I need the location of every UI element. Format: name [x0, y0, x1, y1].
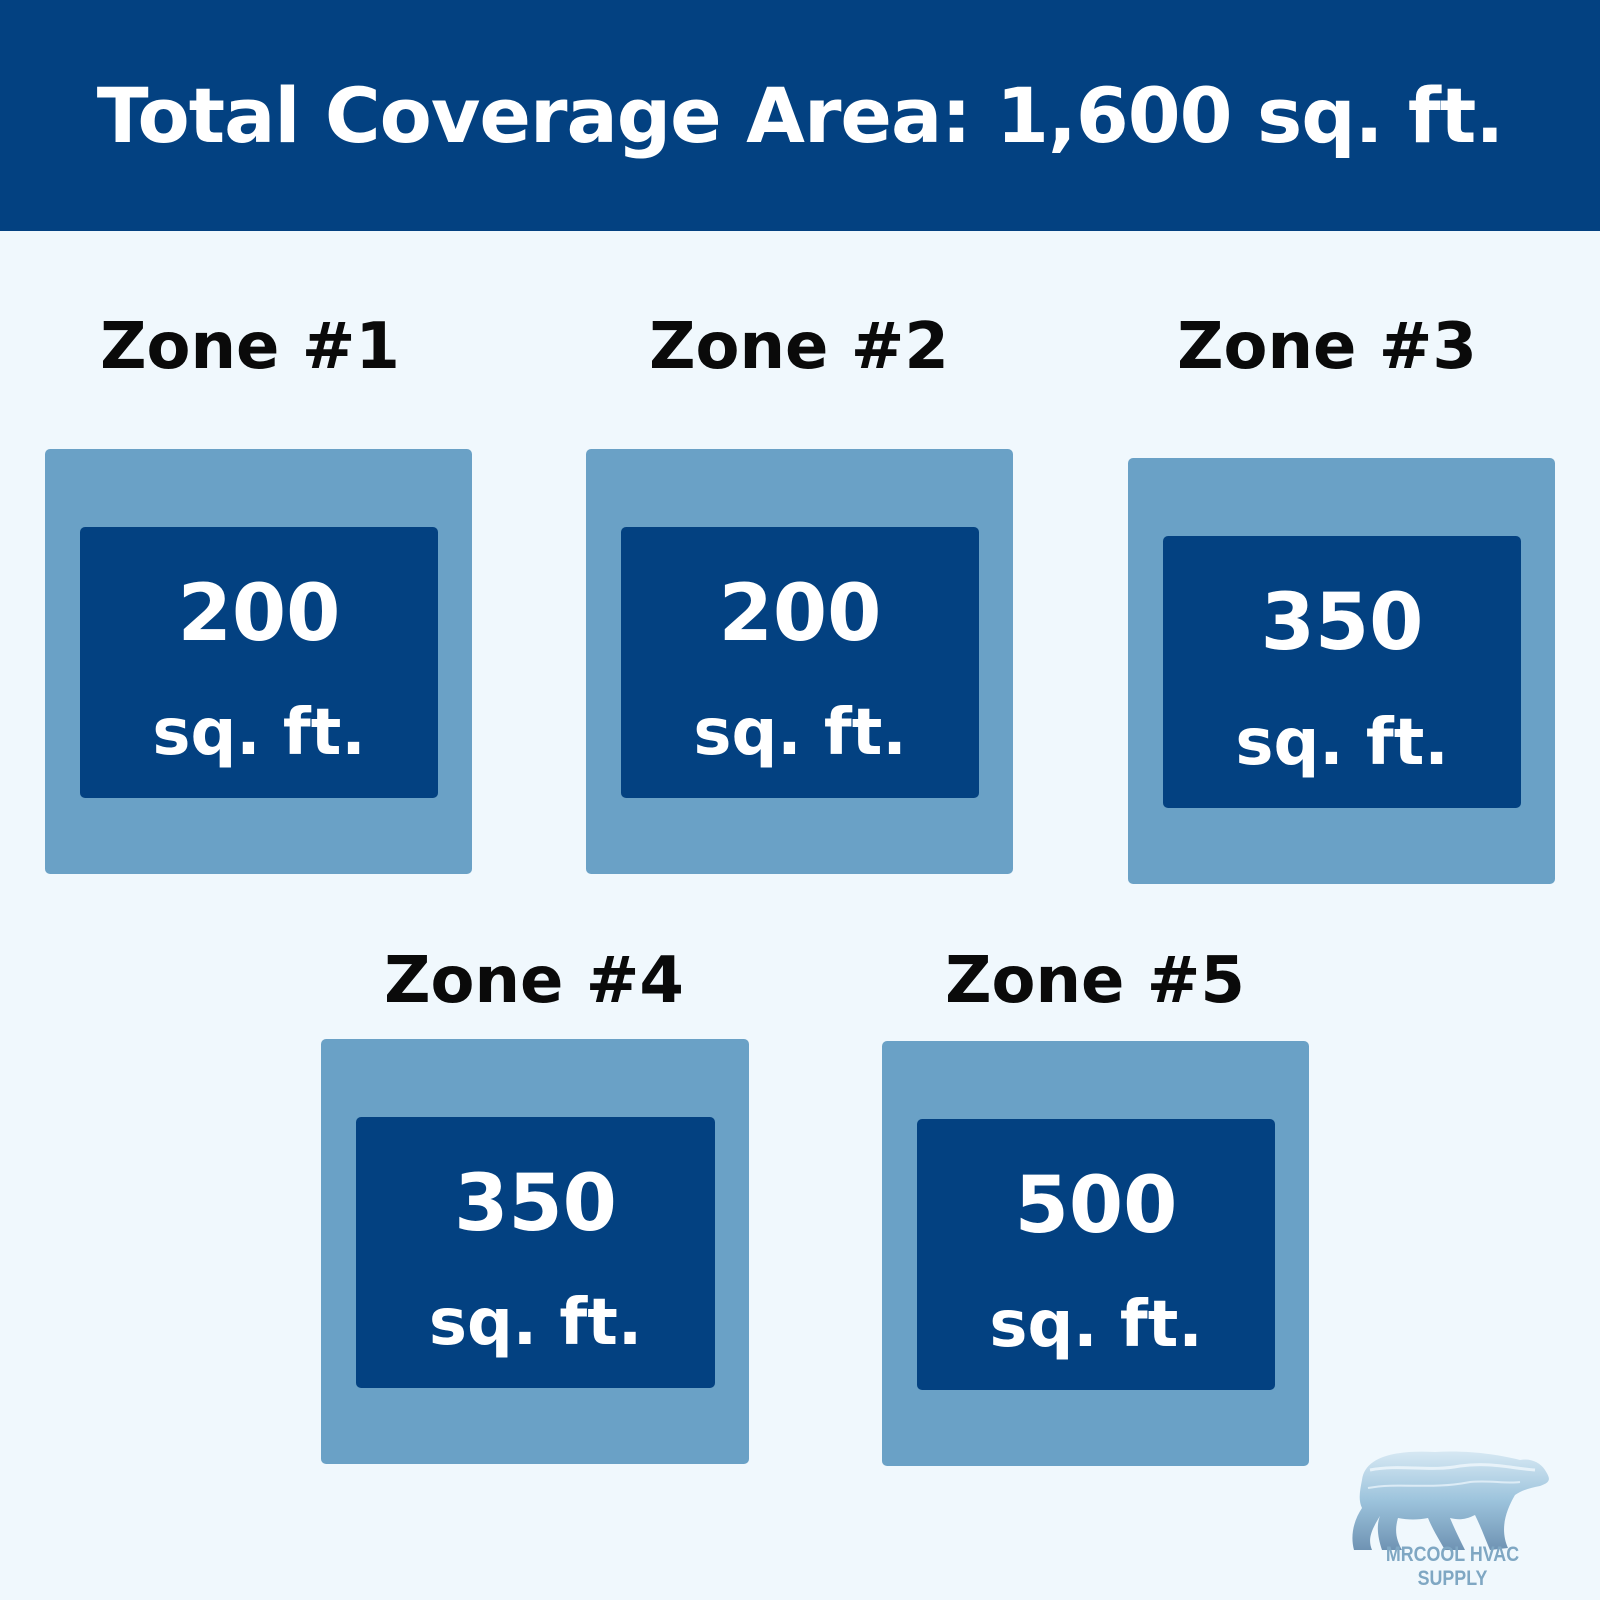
- zone-4-value: 350: [454, 1158, 617, 1249]
- zone-4-label: Zone #4: [384, 944, 684, 1018]
- zone-2-label: Zone #2: [649, 310, 949, 384]
- zone-2-card: 200 sq. ft.: [586, 449, 1013, 874]
- zone-5-label: Zone #5: [945, 944, 1245, 1018]
- zone-1-card: 200 sq. ft.: [45, 449, 472, 874]
- zone-3-card: 350 sq. ft.: [1128, 458, 1555, 884]
- zone-3-unit: sq. ft.: [1235, 705, 1449, 780]
- zone-3-label: Zone #3: [1177, 310, 1477, 384]
- zone-2-area-box: 200 sq. ft.: [621, 527, 979, 798]
- zone-2-unit: sq. ft.: [693, 695, 907, 770]
- brand-logo: MRCOOL HVAC SUPPLY: [1340, 1420, 1565, 1595]
- zone-1-value: 200: [177, 568, 341, 659]
- zone-5-card: 500 sq. ft.: [882, 1041, 1309, 1466]
- zone-5-value: 500: [1014, 1160, 1178, 1251]
- zone-3-value: 350: [1260, 578, 1424, 669]
- zone-4-unit: sq. ft.: [428, 1285, 643, 1360]
- zone-1-area-box: 200 sq. ft.: [80, 527, 438, 798]
- zone-4-area-box: 350 sq. ft.: [356, 1117, 715, 1388]
- zone-5-unit: sq. ft.: [989, 1287, 1203, 1362]
- zone-3-area-box: 350 sq. ft.: [1163, 536, 1521, 808]
- polar-bear-icon: [1352, 1451, 1549, 1550]
- zone-4-card: 350 sq. ft.: [321, 1039, 749, 1464]
- page-title: Total Coverage Area: 1,600 sq. ft.: [96, 71, 1504, 160]
- header-banner: Total Coverage Area: 1,600 sq. ft.: [0, 0, 1600, 231]
- zone-5-area-box: 500 sq. ft.: [917, 1119, 1275, 1390]
- logo-text: MRCOOL HVAC SUPPLY: [1385, 1543, 1520, 1590]
- zone-1-label: Zone #1: [100, 310, 400, 384]
- zone-2-value: 200: [718, 568, 882, 659]
- zone-1-unit: sq. ft.: [152, 695, 366, 770]
